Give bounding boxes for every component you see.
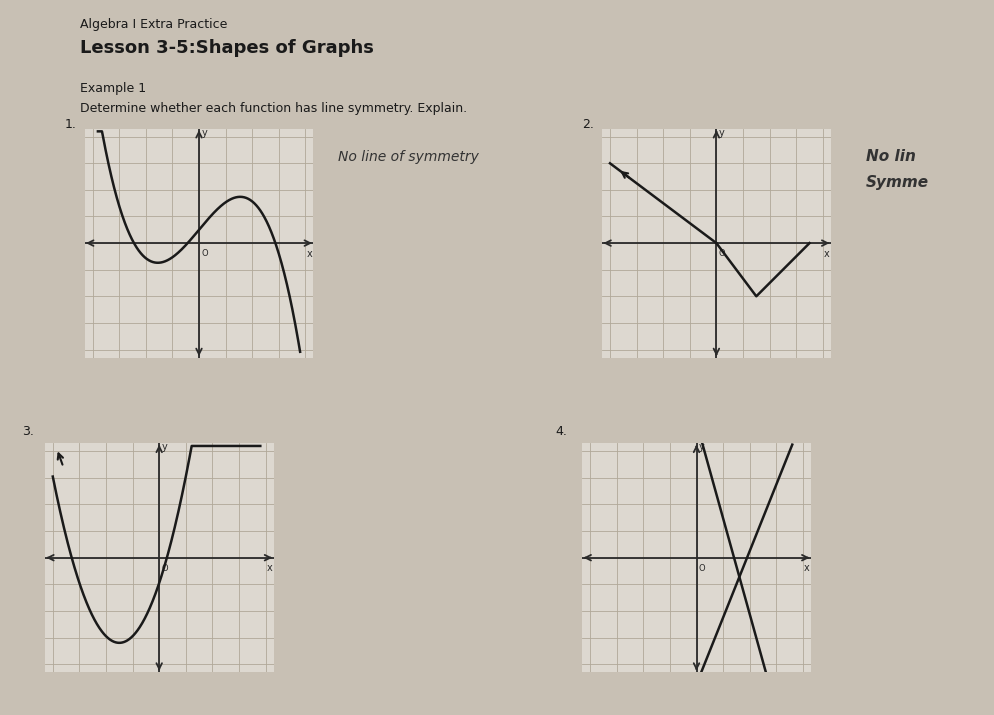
Text: y: y [718,128,724,138]
Text: 3.: 3. [22,425,34,438]
Text: Example 1: Example 1 [80,82,145,95]
Text: y: y [201,128,207,138]
Text: O: O [718,250,725,258]
Text: No line of symmetry: No line of symmetry [338,150,479,164]
Text: x: x [823,249,829,259]
Text: O: O [201,250,208,258]
Text: 4.: 4. [555,425,567,438]
Text: Lesson 3-5:Shapes of Graphs: Lesson 3-5:Shapes of Graphs [80,39,373,57]
Text: Algebra I Extra Practice: Algebra I Extra Practice [80,18,227,31]
Text: O: O [698,564,705,573]
Text: y: y [161,443,167,453]
Text: x: x [306,249,312,259]
Text: Symme: Symme [865,175,927,190]
Text: O: O [161,564,168,573]
Text: No lin: No lin [865,149,914,164]
Text: x: x [266,563,272,573]
Text: x: x [803,563,809,573]
Text: y: y [698,443,704,453]
Text: Determine whether each function has line symmetry. Explain.: Determine whether each function has line… [80,102,466,115]
Text: 1.: 1. [65,118,77,131]
Text: 2.: 2. [581,118,593,131]
